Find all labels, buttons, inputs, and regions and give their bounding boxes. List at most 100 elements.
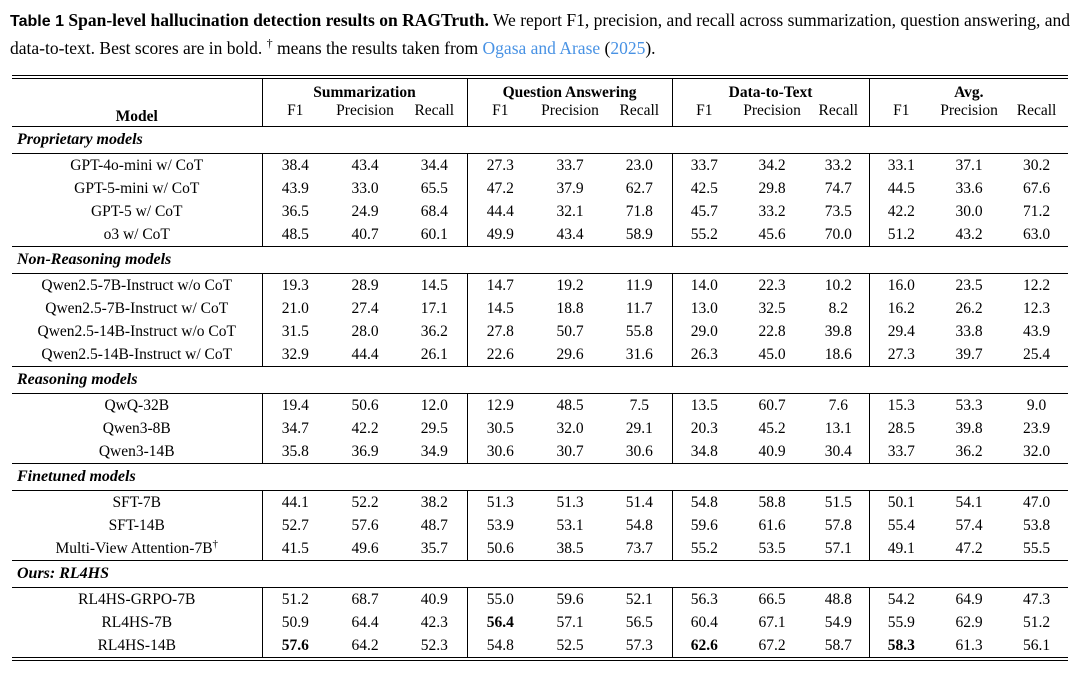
model-name: SFT-7B <box>112 493 162 511</box>
score-cell: 50.7 <box>556 322 584 340</box>
score-cell: 29.6 <box>556 345 584 363</box>
score-cell: 57.8 <box>824 516 852 534</box>
score-cell: 26.1 <box>420 345 448 363</box>
table-body: Proprietary models GPT-4o-mini w/ CoT 38.4… <box>12 126 1069 659</box>
score-cell: 13.0 <box>671 297 737 320</box>
score-cell: 68.4 <box>420 202 448 220</box>
score-cell: 35.7 <box>420 539 448 557</box>
score-cell: 14.5 <box>420 276 448 294</box>
dagger-symbol: † <box>266 36 273 51</box>
score-cell: 19.3 <box>261 273 328 297</box>
score-cell: 52.3 <box>420 636 448 654</box>
score-cell: 32.0 <box>556 419 584 437</box>
score-cell: 29.0 <box>671 320 737 343</box>
score-cell: 60.4 <box>671 611 737 634</box>
score-cell: 33.7 <box>556 156 584 174</box>
section-label: Reasoning models <box>12 366 1069 394</box>
score-cell: 30.0 <box>955 202 983 220</box>
score-cell: 51.3 <box>466 490 534 514</box>
score-cell: 45.2 <box>758 419 786 437</box>
column-header-recall: Recall <box>1016 102 1057 119</box>
score-cell: 60.1 <box>420 225 448 243</box>
score-cell: 47.2 <box>955 539 983 557</box>
score-cell: 66.5 <box>758 590 786 608</box>
score-cell: 33.8 <box>955 322 983 340</box>
score-cell: 56.1 <box>1022 636 1051 654</box>
score-cell: 20.3 <box>671 417 737 440</box>
citation-link-year[interactable]: 2025 <box>610 38 646 58</box>
column-header-precision: Precision <box>336 102 394 119</box>
caption-label: Table 1 <box>10 13 64 30</box>
score-cell: 26.2 <box>955 299 983 317</box>
score-cell: 37.9 <box>556 179 584 197</box>
score-cell: 42.3 <box>420 613 448 631</box>
score-cell: 16.2 <box>868 297 934 320</box>
score-cell: 59.6 <box>556 590 584 608</box>
table-row-rl4hs-14b: RL4HS-14B 57.6 64.2 52.3 54.8 52.5 57.3 62.6 67.… <box>12 634 1068 659</box>
score-cell: 57.1 <box>824 539 852 557</box>
caption-title: Span-level hallucination detection resul… <box>68 10 489 30</box>
score-cell: 57.6 <box>351 516 379 534</box>
model-name: GPT-5 w/ CoT <box>90 202 183 220</box>
score-cell: 27.3 <box>466 153 534 177</box>
score-cell: 34.8 <box>671 440 737 464</box>
score-cell: 39.8 <box>955 419 983 437</box>
score-cell: 54.8 <box>466 634 534 659</box>
score-cell: 55.2 <box>671 223 737 247</box>
score-cell: 28.5 <box>868 417 934 440</box>
score-cell: 73.5 <box>824 202 852 220</box>
score-cell: 61.3 <box>955 636 983 654</box>
score-cell: 52.5 <box>556 636 584 654</box>
caption-paren-open: ( <box>604 38 611 58</box>
score-cell: 44.1 <box>261 490 328 514</box>
score-cell: 30.2 <box>1022 156 1051 174</box>
score-cell: 33.2 <box>758 202 786 220</box>
score-cell: 32.5 <box>758 299 786 317</box>
score-cell: 10.2 <box>824 276 852 294</box>
score-cell: 57.6 <box>261 634 328 659</box>
score-cell: 23.9 <box>1022 419 1051 437</box>
score-cell: 50.6 <box>351 396 379 414</box>
score-cell: 18.6 <box>824 345 852 363</box>
score-cell: 7.5 <box>629 396 649 414</box>
score-cell: 12.3 <box>1022 299 1051 317</box>
table-row-multi-view-attention-7b: Multi-View Attention-7B† 41.5 49.6 35.7 50.6… <box>12 537 1068 561</box>
column-header-precision: Precision <box>743 102 801 119</box>
caption-paren-close: ). <box>645 38 656 58</box>
score-cell: 74.7 <box>824 179 852 197</box>
score-cell: 42.5 <box>671 177 737 200</box>
score-cell: 51.2 <box>1022 613 1051 631</box>
citation-link-authors[interactable]: Ogasa and Arase <box>482 38 601 58</box>
table-row-rl4hs-7b: RL4HS-7B 50.9 64.4 42.3 56.4 57.1 56.5 60.4 67.1… <box>12 611 1068 634</box>
score-cell: 22.8 <box>758 322 786 340</box>
score-cell: 51.5 <box>824 493 852 511</box>
score-cell: 11.9 <box>626 276 653 294</box>
score-cell: 30.5 <box>466 417 534 440</box>
column-header-precision: Precision <box>541 102 599 119</box>
column-header-f1: F1 <box>466 102 534 127</box>
score-cell: 33.0 <box>351 179 379 197</box>
score-cell: 50.1 <box>868 490 934 514</box>
score-cell: 67.6 <box>1022 179 1051 197</box>
table-row-qwq-32b: QwQ-32B 19.4 50.6 12.0 12.9 48.5 7.5 13.5 60.7 7.… <box>12 393 1068 417</box>
section-label: Finetuned models <box>12 463 1069 491</box>
score-cell: 55.9 <box>868 611 934 634</box>
dagger-symbol: † <box>212 537 219 550</box>
score-cell: 64.4 <box>351 613 379 631</box>
score-cell: 16.0 <box>868 273 934 297</box>
score-cell: 57.1 <box>556 613 584 631</box>
score-cell: 32.0 <box>1022 442 1051 460</box>
score-cell: 47.2 <box>466 177 534 200</box>
score-cell: 44.4 <box>351 345 379 363</box>
score-cell: 43.9 <box>261 177 328 200</box>
score-cell: 33.7 <box>671 153 737 177</box>
score-cell: 22.6 <box>466 343 534 367</box>
score-cell: 51.4 <box>625 493 653 511</box>
table-row-rl4hs-grpo-7b: RL4HS-GRPO-7B 51.2 68.7 40.9 55.0 59.6 52.1 56.… <box>12 587 1068 611</box>
column-header-recall: Recall <box>619 102 660 119</box>
score-cell: 14.0 <box>671 273 737 297</box>
score-cell: 36.2 <box>420 322 448 340</box>
score-cell: 54.2 <box>868 587 934 611</box>
score-cell: 25.4 <box>1022 345 1051 363</box>
score-cell: 67.1 <box>758 613 786 631</box>
